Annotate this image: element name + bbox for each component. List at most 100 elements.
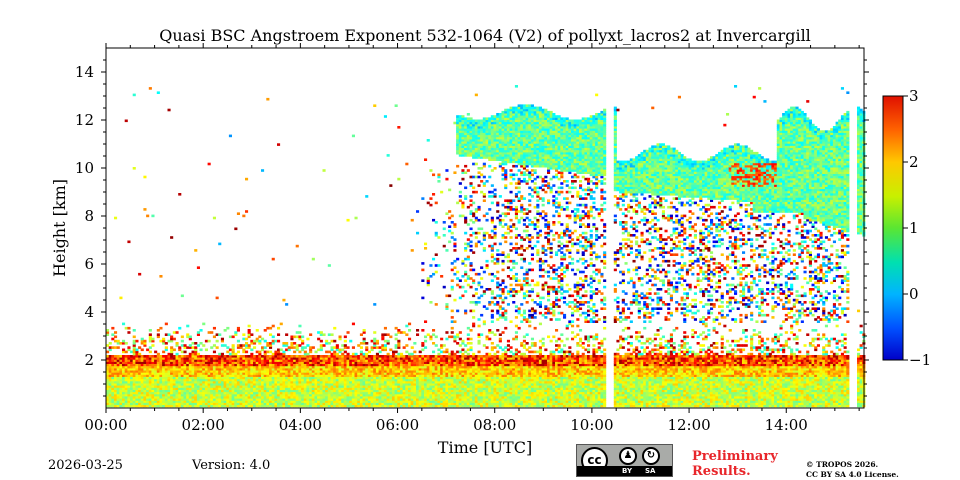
- heatmap-cell: [156, 380, 160, 384]
- heatmap-cell: [143, 380, 147, 384]
- heatmap-cell: [351, 134, 355, 138]
- heatmap-cell: [319, 359, 323, 362]
- heatmap-cell: [199, 385, 203, 388]
- heatmap-cell: [170, 363, 174, 367]
- heatmap-cell: [234, 400, 238, 403]
- heatmap-cell: [140, 337, 144, 341]
- heatmap-cell: [207, 393, 211, 397]
- heatmap-cell: [285, 303, 289, 306]
- heatmap-cell: [295, 346, 299, 349]
- heatmap-cell: [274, 350, 278, 354]
- heatmap-cell: [212, 402, 216, 406]
- heatmap-cell: [298, 357, 302, 360]
- heatmap-cell: [432, 218, 436, 222]
- heatmap-cell: [228, 383, 232, 386]
- heatmap-cell: [135, 398, 139, 401]
- heatmap-cell: [108, 402, 112, 406]
- heatmap-cell: [191, 380, 195, 384]
- heatmap-cell: [311, 378, 315, 382]
- heatmap-cell: [330, 357, 334, 360]
- heatmap-cell: [124, 359, 128, 362]
- heatmap-cell: [245, 359, 249, 362]
- heatmap-cell: [183, 393, 187, 397]
- heatmap-cell: [122, 396, 126, 399]
- heatmap-cell: [349, 402, 353, 406]
- heatmap-cell: [306, 385, 310, 388]
- heatmap-cell: [164, 398, 168, 401]
- heatmap-cell: [351, 385, 355, 388]
- heatmap-cell: [325, 383, 329, 386]
- heatmap-cell: [111, 355, 115, 358]
- heatmap-cell: [154, 361, 158, 364]
- heatmap-cell: [301, 400, 305, 403]
- heatmap-cell: [365, 348, 369, 352]
- heatmap-cell: [277, 402, 281, 406]
- heatmap-cell: [175, 393, 179, 397]
- heatmap-cell: [306, 402, 310, 406]
- heatmap-cell: [207, 376, 211, 380]
- heatmap-cell: [194, 350, 198, 354]
- heatmap-cell: [277, 339, 281, 343]
- heatmap-cell: [180, 339, 184, 343]
- heatmap-cell: [234, 385, 238, 388]
- heatmap-cell: [437, 236, 441, 239]
- heatmap-cell: [151, 337, 155, 341]
- heatmap-cell: [175, 370, 179, 373]
- heatmap-cell: [434, 344, 438, 347]
- heatmap-cell: [135, 367, 139, 371]
- heatmap-cell: [319, 363, 323, 367]
- heatmap-cell: [220, 404, 224, 408]
- heatmap-cell: [231, 363, 235, 367]
- heatmap-cell: [482, 175, 486, 179]
- heatmap-cell: [343, 385, 347, 388]
- heatmap-cell: [325, 376, 329, 380]
- heatmap-cell: [172, 396, 176, 399]
- heatmap-cell: [301, 348, 305, 352]
- heatmap-cell: [202, 372, 206, 375]
- heatmap-cell: [186, 357, 190, 360]
- heatmap-cell: [472, 186, 476, 190]
- heatmap-cell: [298, 389, 302, 393]
- heatmap-cell: [493, 167, 497, 170]
- heatmap-cell: [226, 346, 230, 349]
- heatmap-cell: [167, 376, 171, 380]
- heatmap-cell: [215, 346, 219, 349]
- heatmap-cell: [143, 400, 147, 403]
- heatmap-cell: [365, 367, 369, 371]
- heatmap-cell: [498, 333, 502, 336]
- heatmap-cell: [269, 355, 273, 358]
- heatmap-cell: [493, 333, 497, 336]
- heatmap-cell: [357, 365, 361, 369]
- heatmap-cell: [154, 404, 158, 408]
- heatmap-cell: [178, 372, 182, 375]
- heatmap-cell: [220, 367, 224, 371]
- heatmap-cell: [432, 257, 436, 261]
- heatmap-cell: [501, 288, 505, 291]
- heatmap-cell: [218, 387, 222, 390]
- heatmap-cell: [210, 359, 214, 362]
- heatmap-cell: [143, 389, 147, 393]
- heatmap-cell: [266, 380, 270, 384]
- heatmap-cell: [277, 404, 281, 408]
- heatmap-cell: [263, 352, 267, 356]
- heatmap-cell: [212, 391, 216, 395]
- heatmap-cell: [178, 361, 182, 364]
- heatmap-cell: [146, 396, 150, 399]
- heatmap-cell: [164, 346, 168, 349]
- heatmap-cell: [239, 402, 243, 406]
- heatmap-cell: [416, 329, 420, 332]
- heatmap-cell: [269, 389, 273, 393]
- heatmap-cell: [279, 383, 283, 386]
- heatmap-cell: [164, 372, 168, 375]
- heatmap-cell: [212, 387, 216, 390]
- heatmap-cell: [277, 365, 281, 369]
- heatmap-cell: [212, 393, 216, 397]
- heatmap-cell: [335, 365, 339, 369]
- heatmap-cell: [333, 352, 337, 356]
- heatmap-cell: [362, 331, 366, 334]
- heatmap-cell: [338, 385, 342, 388]
- heatmap-cell: [367, 396, 371, 399]
- heatmap-cell: [164, 365, 168, 369]
- heatmap-cell: [114, 385, 118, 388]
- heatmap-cell: [188, 374, 192, 377]
